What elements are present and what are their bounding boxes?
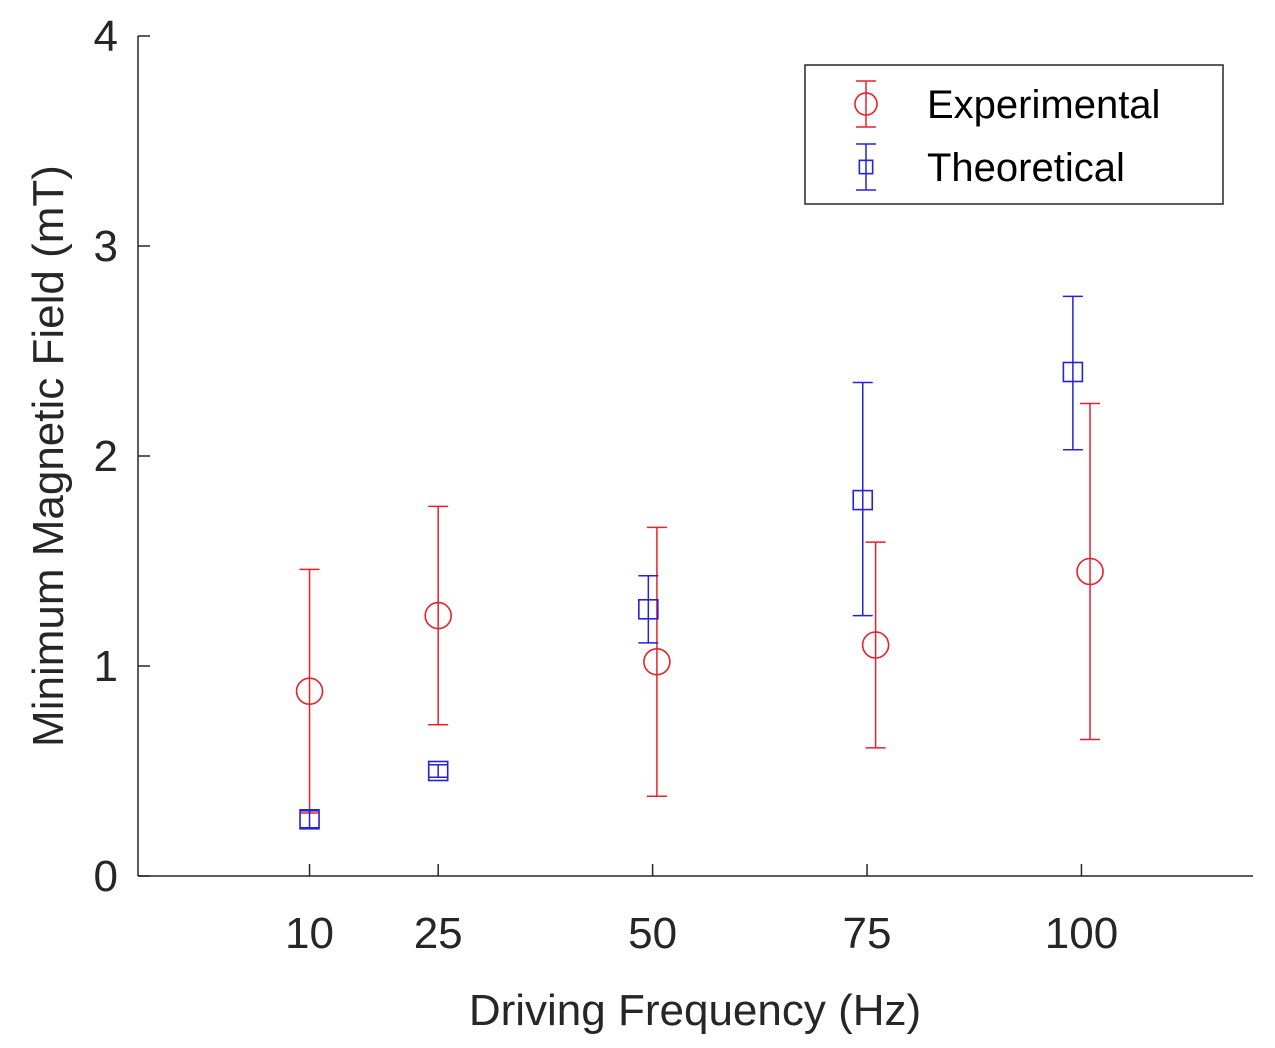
theoretical-point — [299, 808, 320, 830]
legend-theoretical-label: Theoretical — [927, 146, 1125, 190]
series — [295, 295, 1104, 830]
y-axis-label: Minimum Magnetic Field (mT) — [24, 165, 73, 747]
legend-experimental-label: Experimental — [927, 83, 1160, 127]
theoretical-point — [638, 598, 659, 620]
experimental-point — [861, 631, 890, 659]
experimental-point — [1076, 557, 1104, 586]
x-tick-label: 25 — [414, 909, 463, 958]
x-axis-label: Driving Frequency (Hz) — [469, 986, 921, 1035]
legend-experimental-point — [854, 92, 878, 116]
legend-box — [804, 64, 1224, 205]
x-tick-label: 75 — [843, 909, 892, 958]
x-tick-label: 100 — [1045, 909, 1118, 958]
theoretical-point — [1062, 361, 1084, 383]
experimental-point — [424, 601, 452, 630]
experimental-point — [295, 677, 324, 706]
y-tick-label: 0 — [94, 852, 118, 901]
legend: Experimental Theoretical — [804, 64, 1224, 205]
legend-entry-theoretical: Theoretical — [856, 143, 1125, 191]
theoretical-point — [852, 489, 874, 511]
theoretical-point — [427, 760, 449, 782]
legend-theoretical-point — [858, 159, 874, 175]
legend-entry-experimental: Experimental — [854, 80, 1160, 128]
y-tick-label: 3 — [94, 222, 118, 271]
x-tick-label: 10 — [285, 909, 334, 958]
y-tick-label: 2 — [94, 432, 118, 481]
ticks: 0 1 2 3 4 10 25 50 75 100 — [94, 12, 1119, 958]
y-tick-label: 1 — [94, 642, 118, 691]
experimental-point — [643, 647, 671, 676]
y-tick-label: 4 — [94, 12, 118, 61]
series-experimental — [295, 402, 1104, 814]
x-tick-label: 50 — [628, 909, 677, 958]
series-theoretical — [299, 295, 1084, 830]
legend-entries: Experimental Theoretical — [854, 80, 1160, 191]
